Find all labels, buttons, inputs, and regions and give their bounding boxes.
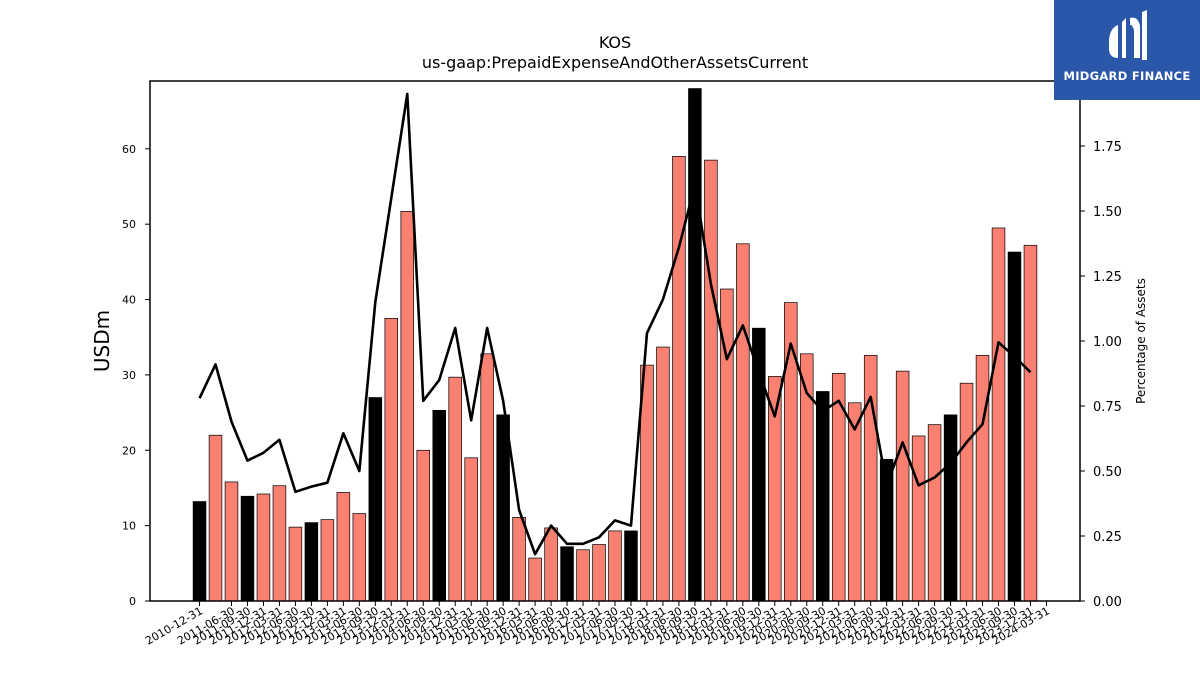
- bar: [592, 544, 606, 602]
- y-axis-label: USDm: [90, 310, 114, 372]
- bar: [927, 424, 942, 602]
- y2-tick-label: 0.75: [1093, 400, 1122, 415]
- bar: [991, 227, 1006, 602]
- bar: [336, 492, 351, 602]
- bar: [847, 402, 862, 602]
- line-group: [198, 92, 1032, 556]
- bar: [288, 526, 303, 602]
- bar: [512, 516, 526, 602]
- y2-axis-label: Percentage of Assets: [1134, 278, 1148, 404]
- bar: [496, 414, 510, 602]
- series-line: [198, 92, 1032, 556]
- bar: [480, 353, 494, 602]
- y-tick-label: 50: [122, 218, 136, 231]
- bar: [528, 557, 542, 602]
- y-tick-label: 0: [129, 595, 136, 608]
- bar: [320, 519, 335, 602]
- bar: [208, 434, 223, 602]
- bar: [352, 513, 367, 602]
- bar: [975, 354, 990, 602]
- brand-mark-icon: [1109, 10, 1147, 60]
- y-tick-label: 40: [122, 294, 136, 307]
- y2-tick-label: 1.25: [1093, 270, 1122, 285]
- bar: [384, 318, 399, 602]
- bar: [768, 376, 782, 602]
- bar: [1023, 244, 1038, 602]
- bar: [192, 501, 207, 602]
- bar: [943, 414, 958, 602]
- bar: [863, 354, 878, 602]
- bar: [432, 409, 446, 602]
- bar: [368, 397, 383, 602]
- brand-logo: MIDGARD FINANCE: [1054, 0, 1200, 100]
- bar: [416, 449, 430, 602]
- y2-tick-label: 1.75: [1093, 140, 1122, 155]
- brand-name: MIDGARD FINANCE: [1063, 69, 1191, 83]
- right-axis: 0.00 0.25 0.50 0.75 1.00 1.25 1.50 1.75: [1080, 140, 1122, 610]
- bar: [304, 522, 319, 602]
- bar: [959, 382, 974, 602]
- bar: [576, 549, 590, 602]
- bar: [464, 457, 478, 602]
- bar-group: [192, 88, 1038, 602]
- y2-tick-label: 0.25: [1093, 530, 1122, 545]
- bar: [815, 391, 830, 602]
- bar: [656, 346, 670, 602]
- bar: [448, 376, 462, 602]
- bar: [224, 481, 239, 602]
- y-tick-label: 10: [122, 520, 136, 533]
- bar: [704, 159, 718, 602]
- bar: [1007, 251, 1022, 602]
- bar: [736, 243, 750, 602]
- bar: [688, 88, 702, 602]
- y-tick-label: 30: [122, 369, 136, 382]
- bar: [608, 530, 622, 602]
- bar: [895, 370, 910, 602]
- bar: [560, 546, 574, 602]
- bar: [240, 495, 255, 602]
- y2-tick-label: 1.00: [1093, 335, 1122, 350]
- y-tick-label: 60: [122, 143, 136, 156]
- bar: [911, 435, 926, 602]
- chart-title: KOS: [599, 33, 631, 52]
- y-tick-label: 20: [122, 444, 136, 457]
- x-axis: 2010-12-312011-06-302011-09-302011-12-31…: [143, 601, 1052, 648]
- y2-tick-label: 0.50: [1093, 465, 1122, 480]
- chart-subtitle: us-gaap:PrepaidExpenseAndOtherAssetsCurr…: [422, 53, 808, 72]
- bar: [672, 156, 686, 602]
- bar: [544, 527, 558, 602]
- bar: [256, 493, 271, 602]
- bar: [400, 211, 415, 602]
- left-axis: 0 10 20 30 40 50 60: [122, 143, 150, 608]
- bar: [272, 485, 287, 602]
- y2-tick-label: 1.50: [1093, 205, 1122, 220]
- bar: [624, 530, 638, 602]
- y2-tick-label: 0.00: [1093, 595, 1122, 610]
